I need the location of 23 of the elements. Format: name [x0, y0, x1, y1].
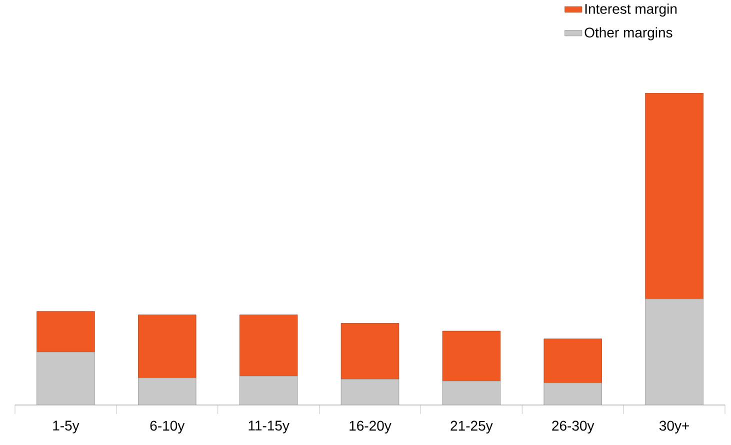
x-tick-label: 30y+: [659, 420, 689, 434]
x-tick-label: 6-10y: [150, 420, 185, 434]
legend-label: Other margins: [584, 27, 672, 40]
bar: [239, 314, 298, 376]
bar: [138, 378, 196, 405]
bar: [544, 338, 602, 384]
x-tick-label: 1-5y: [53, 420, 80, 434]
bar: [442, 380, 501, 405]
x-tick-label: 11-15y: [248, 420, 290, 434]
bar: [239, 376, 298, 405]
bar: [340, 378, 400, 405]
bar: [544, 382, 602, 405]
bar: [340, 323, 400, 380]
x-tick-label: 26-30y: [552, 420, 594, 434]
bar: [36, 311, 95, 352]
x-tick-label: 21-25y: [450, 420, 493, 434]
bar: [645, 93, 704, 300]
bar: [645, 298, 704, 405]
legend-label: Interest margin: [585, 4, 677, 17]
bar: [36, 352, 95, 405]
bar: [442, 330, 501, 382]
bar: [138, 314, 196, 378]
x-tick-label: 16-20y: [350, 420, 392, 434]
